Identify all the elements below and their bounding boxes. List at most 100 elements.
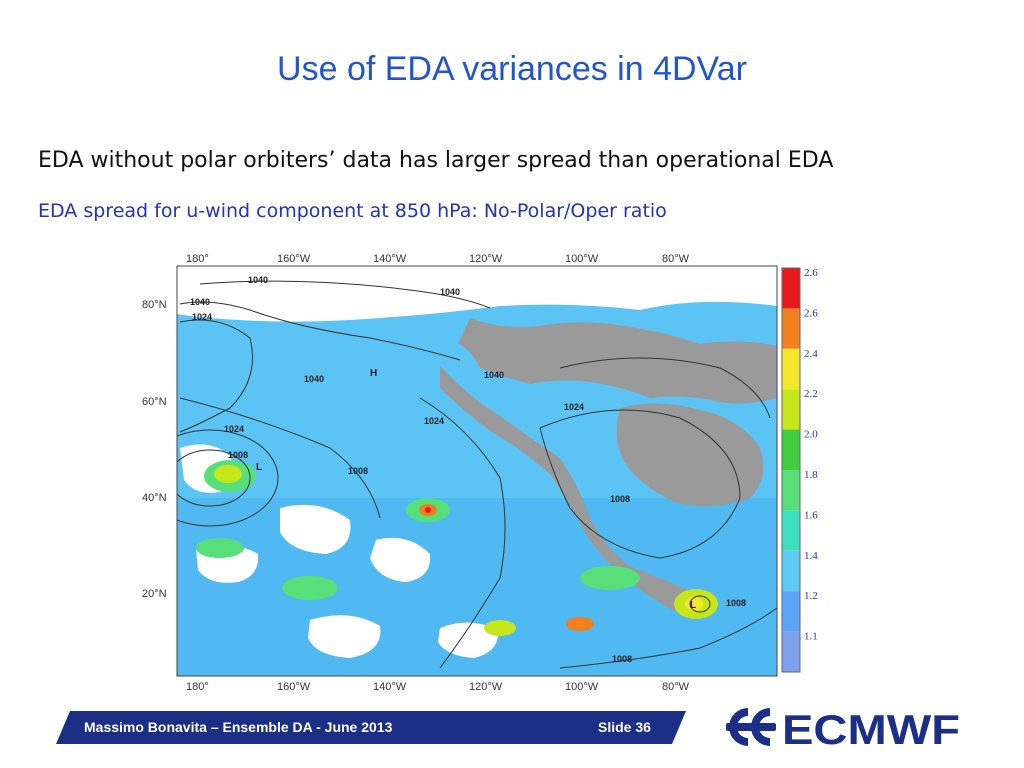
contour-label: 1040 xyxy=(248,275,268,285)
map-arctic-white xyxy=(177,266,777,322)
slide-number: Slide 36 xyxy=(598,719,651,735)
lon-labels-bottom: 180° 160°W 140°W 120°W 100°W 80°W xyxy=(186,681,690,693)
low-pressure-marker: L xyxy=(256,462,262,473)
lon-labels-top: 180° 160°W 140°W 120°W 100°W 80°W xyxy=(186,253,690,265)
colorbar-border xyxy=(781,267,801,673)
colorbar-swatch xyxy=(782,308,800,349)
colorbar-label: 2.6 xyxy=(804,307,818,319)
map-green-patch xyxy=(282,576,338,600)
map-pacific-white-patch xyxy=(438,622,499,658)
map-orange-patch xyxy=(566,617,594,631)
colorbar: 2.6 2.6 2.4 2.2 2.0 1.8 1.6 1.4 1.2 1.1 xyxy=(781,267,818,673)
map-isobars xyxy=(177,280,777,669)
lon-label: 100°W xyxy=(565,253,599,265)
contour-label: 1024 xyxy=(192,312,212,322)
lon-label: 180° xyxy=(186,681,209,693)
contour-label: 1040 xyxy=(190,297,210,307)
contour-label: 1024 xyxy=(424,416,444,426)
slide-bullet-text: EDA without polar orbiters’ data has lar… xyxy=(38,148,834,173)
slide-map-caption: EDA spread for u-wind component at 850 h… xyxy=(38,200,667,222)
isobar-line xyxy=(179,397,381,519)
logo-mark xyxy=(726,708,776,746)
lon-label: 100°W xyxy=(565,681,599,693)
spread-ratio-map: 1040 1040 1040 1024 1040 1040 1024 1024 … xyxy=(140,248,840,698)
contour-label: 1024 xyxy=(224,424,244,434)
isobar-line xyxy=(199,280,491,309)
lon-label: 80°W xyxy=(662,253,690,265)
isobar-line xyxy=(419,397,506,669)
contour-label: 1040 xyxy=(484,370,504,380)
colorbar-label: 1.1 xyxy=(804,631,818,643)
map-field xyxy=(177,266,777,676)
colorbar-label: 1.4 xyxy=(804,550,818,562)
contour-label: 1024 xyxy=(564,402,584,412)
colorbar-label: 2.2 xyxy=(804,388,818,400)
contour-label: 1040 xyxy=(304,374,324,384)
colorbar-swatch xyxy=(782,550,800,592)
lon-label: 80°W xyxy=(662,681,690,693)
colorbar-label: 1.8 xyxy=(804,469,818,481)
lat-labels: 80°N 60°N 40°N 20°N xyxy=(142,299,167,600)
colorbar-swatch xyxy=(782,631,800,672)
lon-label: 140°W xyxy=(373,253,407,265)
colorbar-swatch xyxy=(782,470,800,511)
low-pressure-marker: L xyxy=(690,600,696,611)
colorbar-label: 1.2 xyxy=(804,590,818,602)
map-north-america-arctic-land xyxy=(458,318,777,404)
contour-label: 1008 xyxy=(726,598,746,608)
high-pressure-marker: H xyxy=(370,368,377,379)
lon-label: 120°W xyxy=(469,681,503,693)
logo-text: ECMWF xyxy=(782,706,960,752)
colorbar-label: 2.6 xyxy=(804,267,818,279)
colorbar-label: 1.6 xyxy=(804,509,818,521)
ecmwf-logo: ECMWF xyxy=(718,702,968,757)
map-yellow-patch xyxy=(214,465,242,483)
isobar-line xyxy=(177,449,251,507)
lat-label: 60°N xyxy=(142,396,167,408)
lat-label: 80°N xyxy=(142,299,167,311)
map-yellow-core xyxy=(685,597,703,611)
colorbar-label: 2.4 xyxy=(804,348,818,360)
ecmwf-logo-svg: ECMWF xyxy=(726,706,960,753)
map-west-coast-land xyxy=(440,366,720,616)
map-pacific-white-patch xyxy=(308,615,381,658)
map-green-patch xyxy=(580,566,640,590)
map-continental-interior xyxy=(616,403,764,506)
lat-label: 40°N xyxy=(142,492,167,504)
colorbar-swatch xyxy=(782,429,800,470)
contour-label: 1008 xyxy=(612,654,632,664)
contour-label: 1008 xyxy=(348,466,368,476)
map-frame xyxy=(176,265,778,677)
lon-label: 160°W xyxy=(277,681,311,693)
contour-label: 1008 xyxy=(610,494,630,504)
colorbar-label: 2.0 xyxy=(804,429,818,441)
isobar-line xyxy=(179,301,461,361)
footer-text: Massimo Bonavita – Ensemble DA - June 20… xyxy=(84,719,393,735)
map-red-spot xyxy=(425,507,431,513)
lon-label: 140°W xyxy=(373,681,407,693)
colorbar-swatch xyxy=(782,591,800,632)
isobar-line xyxy=(559,607,777,669)
slide-title: Use of EDA variances in 4DVar xyxy=(277,50,747,88)
contour-labels: 1040 1040 1040 1024 1040 1040 1024 1024 … xyxy=(190,275,746,664)
colorbar-swatch xyxy=(782,510,800,551)
lat-label: 20°N xyxy=(142,588,167,600)
contour-label: 1040 xyxy=(440,287,460,297)
lon-label: 120°W xyxy=(469,253,503,265)
map-green-patch xyxy=(196,538,244,558)
isobar-line xyxy=(177,429,279,527)
footer-bar xyxy=(56,711,686,744)
isobar-line xyxy=(689,595,711,613)
isobar-line xyxy=(559,357,771,419)
isobar-line xyxy=(539,409,741,559)
map-svg: 1040 1040 1040 1024 1040 1040 1024 1024 … xyxy=(142,253,818,693)
lon-label: 180° xyxy=(186,253,209,265)
colorbar-swatch xyxy=(782,268,800,309)
contour-label: 1008 xyxy=(228,450,248,460)
colorbar-swatch xyxy=(782,348,800,390)
isobar-line xyxy=(179,319,253,433)
map-pacific-white-patch xyxy=(370,537,431,582)
lon-label: 160°W xyxy=(277,253,311,265)
map-yellow-patch xyxy=(484,620,516,636)
map-pacific-white-patch xyxy=(280,504,351,554)
